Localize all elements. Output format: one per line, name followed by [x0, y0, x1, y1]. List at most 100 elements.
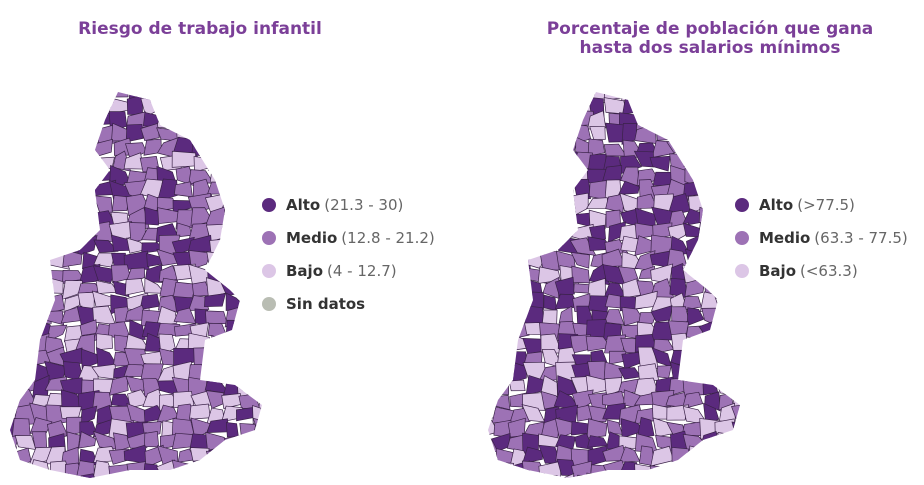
municipality [586, 197, 610, 209]
municipality [223, 97, 246, 116]
municipality [488, 337, 499, 352]
municipality [527, 122, 543, 146]
municipality [206, 463, 226, 476]
municipality [207, 181, 226, 195]
municipality [10, 348, 18, 370]
municipality [33, 155, 48, 168]
municipality [221, 444, 244, 466]
municipality [716, 448, 740, 466]
map-left [10, 92, 262, 478]
municipality [488, 459, 500, 478]
municipality [526, 235, 544, 259]
municipality [29, 253, 51, 269]
municipality [686, 474, 705, 478]
municipality [46, 92, 66, 104]
municipality [649, 465, 671, 478]
municipality [256, 165, 262, 188]
municipality [683, 156, 706, 168]
municipality [125, 375, 147, 392]
municipality [126, 94, 143, 116]
legend-range: (12.8 - 21.2) [341, 228, 435, 247]
legend-item: Bajo (<63.3) [735, 254, 908, 287]
municipality [488, 266, 497, 284]
municipality [13, 92, 35, 98]
municipality [555, 170, 575, 185]
municipality [603, 92, 628, 101]
municipality [621, 92, 645, 102]
legend-label: Bajo [759, 261, 797, 280]
municipality [10, 446, 17, 467]
municipality [111, 92, 129, 98]
municipality [506, 262, 531, 286]
municipality [220, 123, 244, 145]
municipality [488, 151, 499, 169]
municipality [44, 336, 65, 356]
municipality [507, 150, 530, 169]
municipality [715, 172, 737, 187]
municipality [144, 431, 160, 448]
municipality [171, 111, 195, 129]
municipality [18, 295, 35, 308]
municipality [538, 185, 560, 199]
municipality [222, 206, 244, 229]
municipality [554, 210, 577, 226]
municipality [205, 431, 229, 451]
municipality [253, 448, 262, 469]
municipality [171, 150, 197, 168]
municipality [224, 473, 244, 478]
municipality [700, 155, 720, 171]
municipality [490, 193, 516, 214]
municipality [44, 293, 65, 314]
municipality [489, 305, 516, 327]
municipality [193, 347, 213, 367]
municipality [521, 112, 544, 127]
municipality [524, 198, 543, 211]
municipality [75, 144, 98, 158]
municipality [602, 474, 623, 478]
municipality [715, 94, 737, 112]
municipality [254, 434, 262, 453]
municipality [60, 193, 85, 217]
municipality [556, 194, 576, 214]
municipality [220, 92, 239, 101]
municipality [239, 338, 262, 350]
municipality [686, 92, 702, 103]
municipality [698, 95, 721, 116]
municipality [540, 194, 562, 215]
municipality [15, 124, 35, 139]
municipality [702, 376, 719, 396]
municipality [96, 333, 113, 351]
legend-range: (63.3 - 77.5) [814, 228, 908, 247]
municipality [59, 168, 81, 184]
municipality [205, 310, 228, 325]
municipality [719, 294, 735, 310]
municipality [13, 110, 36, 129]
municipality [189, 447, 210, 462]
municipality [172, 92, 196, 103]
municipality [10, 268, 22, 285]
municipality [508, 143, 530, 157]
legend-swatch [262, 197, 276, 212]
municipality [156, 109, 179, 130]
municipality [10, 307, 20, 326]
municipality [94, 138, 113, 158]
municipality [10, 335, 18, 354]
municipality [699, 361, 718, 379]
municipality [570, 192, 589, 217]
municipality [714, 155, 737, 175]
municipality [720, 139, 736, 157]
municipality [12, 212, 34, 231]
municipality [689, 348, 707, 364]
municipality [16, 263, 37, 283]
title-line: Riesgo de trabajo infantil [78, 19, 322, 39]
municipality [209, 169, 229, 184]
municipality [731, 421, 740, 435]
municipality [18, 166, 35, 187]
municipality [493, 252, 513, 268]
municipality [238, 165, 261, 187]
municipality [10, 380, 18, 397]
municipality [30, 207, 52, 223]
municipality [223, 111, 244, 128]
municipality [717, 195, 738, 215]
